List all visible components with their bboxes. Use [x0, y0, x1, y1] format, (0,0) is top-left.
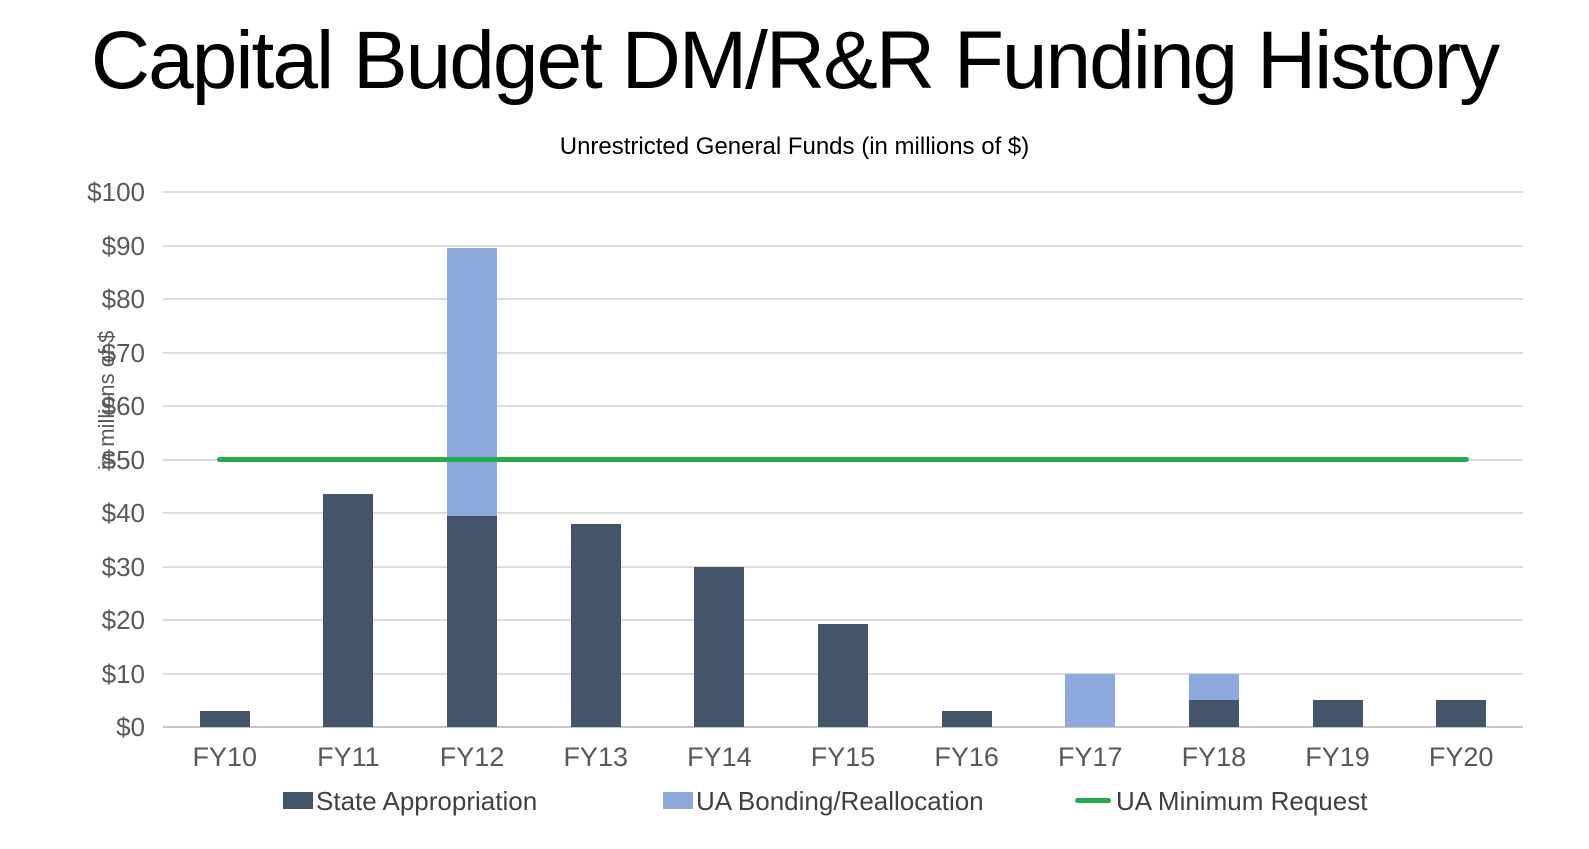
- y-tick-label: $100: [87, 177, 145, 207]
- y-tick-label: $10: [101, 658, 145, 689]
- legend-swatch-ua-bonding-reallocation: [663, 792, 693, 809]
- y-tick-label: $60: [101, 391, 145, 421]
- y-tick-label: $80: [101, 284, 145, 314]
- y-tick-label: $30: [101, 551, 145, 582]
- x-tick-label: FY14: [687, 742, 752, 772]
- x-tick-label: FY13: [563, 742, 628, 772]
- bar-ua-bonding-reallocation-fy18: [1188, 673, 1239, 701]
- legend-label-ua-minimum-request: UA Minimum Request: [1116, 786, 1368, 816]
- bar-state-appropriation-fy15: [818, 623, 868, 727]
- legend-label-state-appropriation: State Appropriation: [316, 786, 538, 816]
- x-tick-label: FY18: [1181, 742, 1247, 772]
- legend-swatch-state-appropriation: [283, 792, 313, 809]
- y-axis-title: in millions of $: [94, 330, 119, 470]
- gridline: [163, 405, 1523, 407]
- bar-state-appropriation-fy10: [199, 710, 250, 727]
- chart-title: Capital Budget DM/R&R Funding History: [90, 15, 1500, 106]
- bar-ua-bonding-reallocation-fy17: [1065, 673, 1116, 727]
- legend-label-ua-bonding-reallocation: UA Bonding/Reallocation: [696, 786, 984, 816]
- bar-state-appropriation-fy13: [570, 523, 621, 727]
- legend-swatch-ua-minimum-request: [1075, 798, 1111, 803]
- ua-minimum-request-line: [216, 457, 1470, 462]
- x-tick-label: FY17: [1057, 742, 1123, 772]
- y-tick-label: $0: [116, 712, 145, 742]
- gridline: [163, 298, 1523, 300]
- gridline: [163, 351, 1523, 354]
- bar-state-appropriation-fy11: [323, 494, 374, 727]
- gridline: [163, 565, 1523, 568]
- x-tick-label: FY10: [192, 742, 258, 772]
- x-tick-label: FY16: [934, 742, 999, 772]
- bar-state-appropriation-fy14: [694, 566, 745, 727]
- bar-state-appropriation-fy19: [1312, 700, 1363, 727]
- bar-ua-bonding-reallocation-fy12: [447, 248, 498, 516]
- y-tick-label: $20: [101, 605, 145, 635]
- x-tick-label: FY19: [1305, 742, 1370, 772]
- y-tick-label: $90: [101, 230, 145, 261]
- bar-state-appropriation-fy20: [1436, 700, 1487, 727]
- x-tick-label: FY20: [1428, 742, 1494, 772]
- y-tick-label: $50: [101, 444, 145, 475]
- chart-subtitle: Unrestricted General Funds (in millions …: [559, 133, 1030, 160]
- bar-state-appropriation-fy12: [447, 515, 498, 727]
- x-tick-label: FY12: [439, 742, 505, 772]
- gridline: [163, 244, 1523, 247]
- y-tick-label: $40: [101, 498, 145, 528]
- gridline: [163, 619, 1523, 621]
- gridline: [163, 512, 1523, 514]
- x-tick-label: FY15: [810, 742, 876, 772]
- gridline: [163, 191, 1523, 193]
- x-tick-label: FY11: [317, 742, 380, 772]
- bar-state-appropriation-fy18: [1188, 700, 1239, 727]
- x-axis-line: [163, 726, 1523, 728]
- y-tick-label: $70: [101, 337, 145, 368]
- bar-state-appropriation-fy16: [941, 710, 992, 727]
